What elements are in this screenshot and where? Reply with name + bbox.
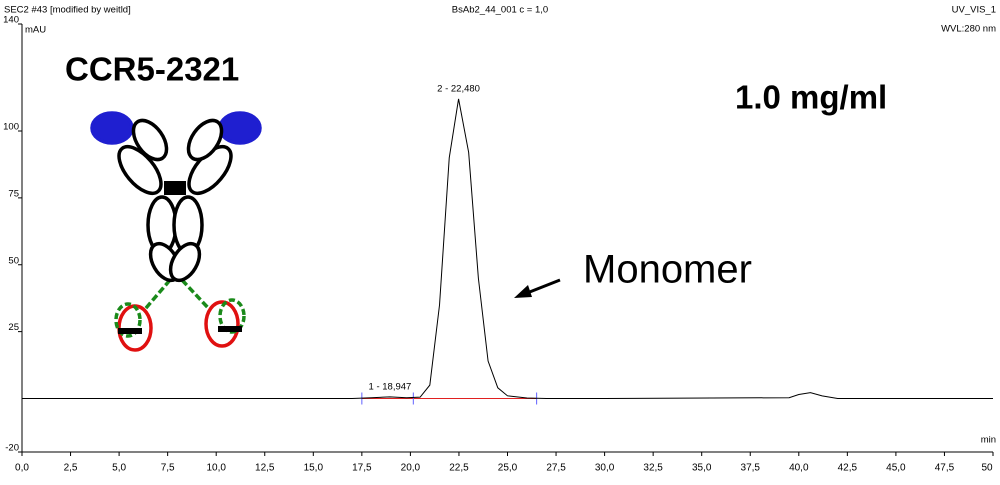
concentration: 1.0 mg/ml xyxy=(735,79,887,116)
annotation-arrow xyxy=(514,278,561,298)
x-tick-label: 15,0 xyxy=(304,463,324,474)
sample-name: CCR5-2321 xyxy=(65,51,239,88)
trace xyxy=(22,98,993,399)
x-tick-label: 0,0 xyxy=(15,463,29,474)
annotation: Monomer xyxy=(583,248,752,292)
x-tick-label: 2,5 xyxy=(64,463,78,474)
x-tick-label: 17,5 xyxy=(352,463,372,474)
y-axis-label: mAU xyxy=(25,25,46,36)
antibody-icon xyxy=(90,111,262,352)
x-axis-label: min xyxy=(981,435,996,446)
wavelength: WVL:280 nm xyxy=(941,24,996,35)
y-tick-label: -20 xyxy=(5,443,19,454)
peak-label: 1 - 18,947 xyxy=(369,381,412,392)
x-tick-label: 10,0 xyxy=(206,463,226,474)
header-left: SEC2 #43 [modified by weitld] xyxy=(4,5,131,16)
x-tick-label: 35,0 xyxy=(692,463,712,474)
x-tick-label: 22,5 xyxy=(449,463,469,474)
x-tick-label: 37,5 xyxy=(741,463,761,474)
x-tick-label: 32,5 xyxy=(643,463,663,474)
x-tick-label: 25,0 xyxy=(498,463,518,474)
x-tick-label: 27,5 xyxy=(546,463,566,474)
x-tick-label: 50 xyxy=(981,463,993,474)
x-tick-label: 42,5 xyxy=(838,463,858,474)
header-right: UV_VIS_1 xyxy=(952,5,996,16)
x-tick-label: 12,5 xyxy=(255,463,275,474)
x-tick-label: 47,5 xyxy=(935,463,955,474)
y-tick-label: 25 xyxy=(8,322,19,333)
x-tick-label: 5,0 xyxy=(112,463,126,474)
x-tick-label: 7,5 xyxy=(161,463,175,474)
x-tick-label: 45,0 xyxy=(886,463,906,474)
x-tick-label: 30,0 xyxy=(595,463,615,474)
x-tick-label: 20,0 xyxy=(401,463,421,474)
header-center: BsAb2_44_001 c = 1,0 xyxy=(452,5,548,16)
peak-label: 2 - 22,480 xyxy=(437,83,480,94)
y-tick-label: 140 xyxy=(3,15,19,26)
y-tick-label: 50 xyxy=(8,255,19,266)
y-tick-label: 100 xyxy=(3,122,19,133)
y-tick-label: 75 xyxy=(8,188,19,199)
x-tick-label: 40,0 xyxy=(789,463,809,474)
